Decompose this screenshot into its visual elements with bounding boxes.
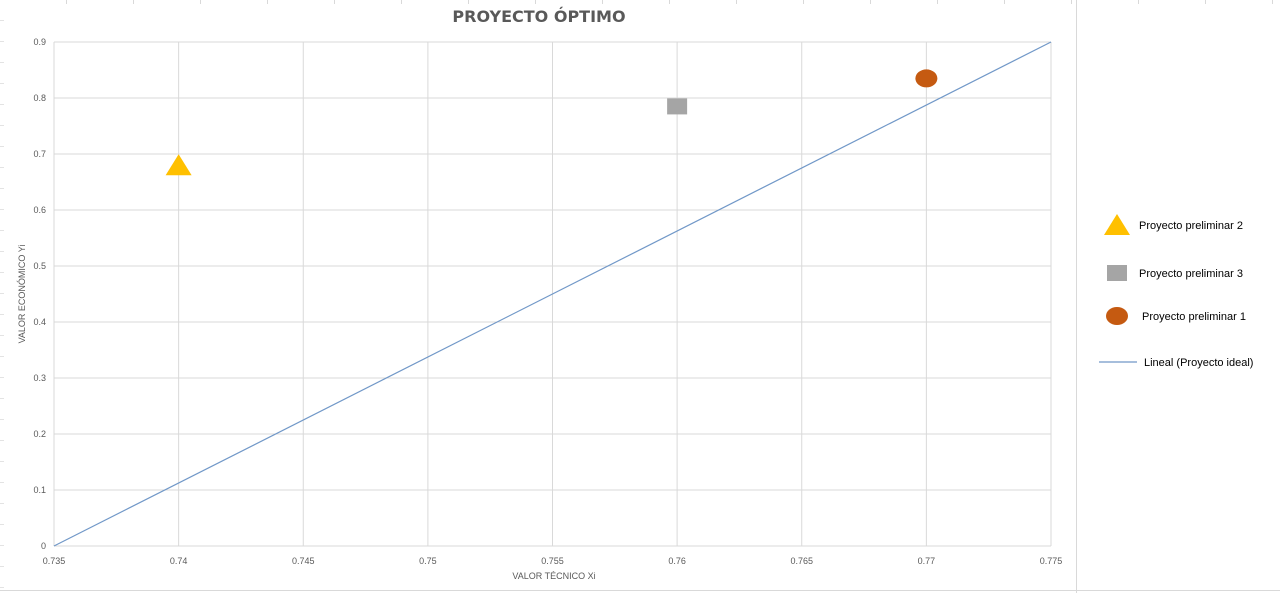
y-axis-label: VALOR ECONÓMICO Yi bbox=[17, 245, 27, 344]
sheet-grid-right bbox=[1076, 0, 1077, 593]
legend-label-2: Proyecto preliminar 3 bbox=[1139, 268, 1243, 280]
x-tick-label: 0.74 bbox=[170, 556, 188, 566]
legend-label-3: Proyecto preliminar 1 bbox=[1142, 311, 1246, 323]
sheet-grid-top bbox=[0, 0, 1280, 4]
y-tick-label: 0.3 bbox=[33, 373, 46, 383]
legend-label-1: Proyecto preliminar 2 bbox=[1139, 220, 1243, 232]
point-series-1[interactable] bbox=[165, 154, 192, 176]
sheet-grid-left bbox=[0, 0, 4, 593]
legend-marker-1[interactable] bbox=[1104, 214, 1130, 235]
x-tick-label: 0.745 bbox=[292, 556, 315, 566]
y-tick-label: 0.7 bbox=[33, 149, 46, 159]
x-tick-label: 0.755 bbox=[541, 556, 564, 566]
legend[interactable]: Proyecto preliminar 2 Proyecto preliminar… bbox=[1099, 214, 1253, 369]
y-tick-label: 0.1 bbox=[33, 485, 46, 495]
x-axis-label: VALOR TÉCNICO Xi bbox=[512, 571, 595, 581]
x-tick-label: 0.765 bbox=[790, 556, 813, 566]
y-tick-label: 0.9 bbox=[33, 37, 46, 47]
legend-marker-2[interactable] bbox=[1107, 265, 1127, 281]
data-points bbox=[165, 69, 938, 176]
trendline-proyecto-ideal bbox=[53, 41, 1052, 547]
trendline-layer bbox=[53, 41, 1052, 547]
grid-lines bbox=[53, 41, 1052, 547]
y-tick-label: 0.4 bbox=[33, 317, 46, 327]
point-series-3[interactable] bbox=[915, 69, 938, 88]
y-tick-label: 0.8 bbox=[33, 93, 46, 103]
chart-title: PROYECTO ÓPTIMO bbox=[452, 7, 625, 26]
x-tick-labels: 0.735 0.74 0.745 0.75 0.755 0.76 0.765 0.77 0.77… bbox=[43, 556, 1063, 566]
x-tick-label: 0.775 bbox=[1040, 556, 1063, 566]
sheet-grid-bottom bbox=[0, 590, 1280, 591]
x-tick-label: 0.735 bbox=[43, 556, 66, 566]
y-tick-label: 0.6 bbox=[33, 205, 46, 215]
legend-marker-3[interactable] bbox=[1106, 307, 1128, 325]
y-tick-label: 0.2 bbox=[33, 429, 46, 439]
y-tick-label: 0 bbox=[41, 541, 46, 551]
x-tick-label: 0.77 bbox=[918, 556, 936, 566]
point-series-2[interactable] bbox=[667, 98, 688, 115]
y-tick-label: 0.5 bbox=[33, 261, 46, 271]
x-tick-label: 0.76 bbox=[668, 556, 686, 566]
legend-label-trendline: Lineal (Proyecto ideal) bbox=[1144, 357, 1253, 369]
y-tick-labels: 0 0.1 0.2 0.3 0.4 0.5 0.6 0.7 0.8 0.9 bbox=[33, 37, 46, 551]
x-tick-label: 0.75 bbox=[419, 556, 437, 566]
